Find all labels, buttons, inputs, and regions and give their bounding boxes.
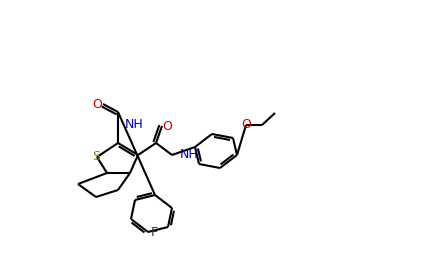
Text: O: O bbox=[162, 119, 172, 133]
Text: O: O bbox=[241, 118, 251, 132]
Text: O: O bbox=[92, 98, 102, 110]
Text: NH: NH bbox=[125, 118, 144, 132]
Text: NH: NH bbox=[180, 149, 199, 161]
Text: S: S bbox=[92, 150, 100, 164]
Text: F: F bbox=[150, 226, 157, 238]
